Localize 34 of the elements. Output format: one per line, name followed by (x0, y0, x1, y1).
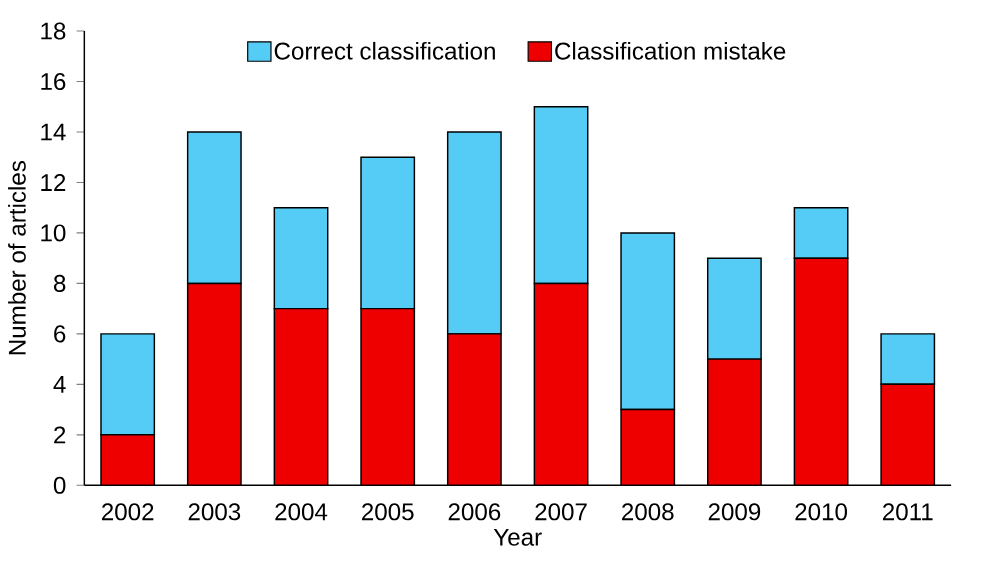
y-tick-label: 16 (41, 73, 66, 91)
y-tick-label: 8 (53, 274, 66, 293)
bar (534, 283, 588, 486)
y-tick-label: 4 (53, 376, 66, 393)
bar (274, 308, 328, 486)
bar (880, 383, 936, 486)
x-tick-label: 2003 (188, 503, 241, 521)
y-tick-label: 12 (41, 174, 66, 192)
y-tick-label: 18 (41, 22, 66, 40)
x-tick-label: 2011 (882, 503, 933, 521)
legend-label: Classification mistake (555, 42, 786, 60)
bar (794, 258, 848, 486)
y-axis-title: Number of articles (8, 161, 26, 355)
x-tick-label: 2008 (622, 503, 674, 521)
bar (447, 333, 502, 486)
x-axis-title: Year (493, 529, 542, 546)
y-tick-label: 6 (54, 325, 66, 343)
legend-label: Correct classification (274, 42, 495, 60)
x-tick-label: 2002 (102, 503, 154, 521)
bar (707, 359, 762, 486)
y-tick-label: 10 (41, 224, 66, 242)
y-tick-label: 2 (54, 426, 66, 444)
bar (187, 283, 242, 486)
y-tick-label: 0 (53, 476, 66, 494)
x-tick-label: 2006 (448, 503, 501, 521)
x-tick-label: 2004 (275, 503, 328, 521)
x-tick-label: 2005 (362, 503, 414, 521)
y-tick-label: 14 (41, 123, 66, 141)
bar (621, 409, 675, 486)
x-tick-label: 2007 (535, 503, 587, 521)
bar (361, 308, 415, 486)
x-tick-label: 2010 (795, 503, 848, 521)
bar (100, 434, 155, 486)
x-tick-label: 2009 (708, 503, 761, 521)
